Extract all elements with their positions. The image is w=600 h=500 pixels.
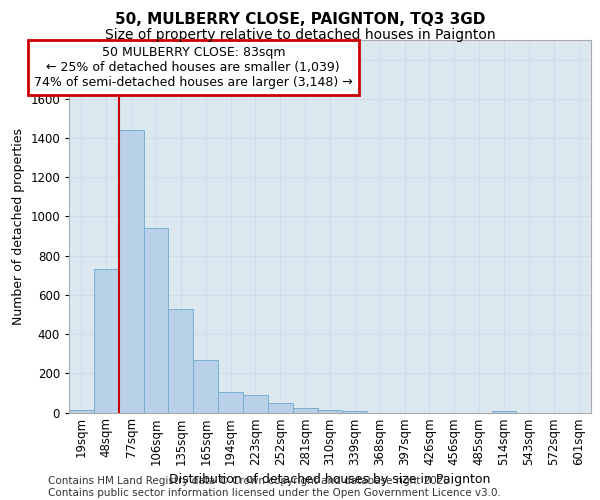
- Bar: [317, 410, 343, 412]
- Y-axis label: Number of detached properties: Number of detached properties: [11, 128, 25, 325]
- Bar: [243, 395, 268, 412]
- X-axis label: Distribution of detached houses by size in Paignton: Distribution of detached houses by size …: [169, 474, 491, 486]
- Text: 50, MULBERRY CLOSE, PAIGNTON, TQ3 3GD: 50, MULBERRY CLOSE, PAIGNTON, TQ3 3GD: [115, 12, 485, 28]
- Bar: [69, 410, 94, 412]
- Text: Contains HM Land Registry data © Crown copyright and database right 2025.
Contai: Contains HM Land Registry data © Crown c…: [48, 476, 501, 498]
- Bar: [119, 130, 143, 412]
- Text: 50 MULBERRY CLOSE: 83sqm
← 25% of detached houses are smaller (1,039)
74% of sem: 50 MULBERRY CLOSE: 83sqm ← 25% of detach…: [34, 46, 353, 89]
- Bar: [169, 308, 193, 412]
- Text: Size of property relative to detached houses in Paignton: Size of property relative to detached ho…: [104, 28, 496, 42]
- Bar: [94, 270, 119, 412]
- Bar: [143, 228, 169, 412]
- Bar: [343, 410, 367, 412]
- Bar: [293, 408, 317, 412]
- Bar: [268, 402, 293, 412]
- Bar: [491, 411, 517, 412]
- Bar: [193, 360, 218, 412]
- Bar: [218, 392, 243, 412]
